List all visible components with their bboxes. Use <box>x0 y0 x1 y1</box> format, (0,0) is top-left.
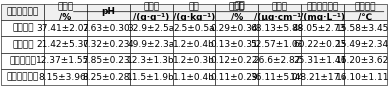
Text: 变量: 变量 <box>235 1 246 10</box>
